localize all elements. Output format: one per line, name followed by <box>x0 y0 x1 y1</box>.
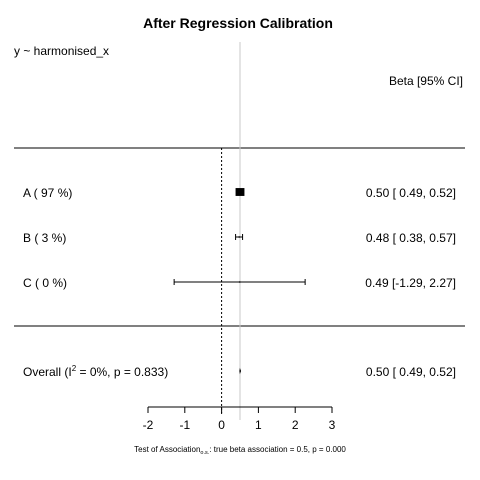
footnote: Test of Associationo.s.: true beta assoc… <box>134 445 346 456</box>
x-tick-label: -2 <box>143 418 154 432</box>
study-rows: A ( 97 %) 0.50 [ 0.49, 0.52] B ( 3 %) 0.48 … <box>23 186 456 290</box>
x-tick-label: -1 <box>179 418 190 432</box>
overall-row: Overall (I2 = 0%, p = 0.833) 0.50 [ 0.49… <box>23 364 456 379</box>
overall-label-superscript: 2 <box>72 364 77 373</box>
study-label: A ( 97 %) <box>23 186 72 200</box>
x-tick-label: 3 <box>329 418 336 432</box>
footnote-subscript: o.s. <box>200 450 209 456</box>
x-axis: -2 -1 0 1 2 3 <box>143 406 336 432</box>
point-estimate-marker <box>235 188 245 196</box>
overall-label-prefix: Overall (I <box>23 365 72 379</box>
chart-title: After Regression Calibration <box>143 15 333 31</box>
study-row: C ( 0 %) 0.49 [-1.29, 2.27] <box>23 276 456 290</box>
footnote-suffix: : true beta association = 0.5, p = 0.000 <box>209 445 346 454</box>
overall-ci-text: 0.50 [ 0.49, 0.52] <box>366 365 456 379</box>
study-row: A ( 97 %) 0.50 [ 0.49, 0.52] <box>23 186 456 200</box>
x-tick-label: 1 <box>255 418 262 432</box>
study-ci-text: 0.50 [ 0.49, 0.52] <box>366 186 456 200</box>
footnote-prefix: Test of Association <box>134 445 200 454</box>
overall-label-suffix: = 0%, p = 0.833) <box>76 365 168 379</box>
study-label: B ( 3 %) <box>23 231 66 245</box>
point-estimate-marker <box>238 281 241 283</box>
overall-diamond <box>239 367 242 375</box>
x-tick-label: 2 <box>292 418 299 432</box>
estimate-column-header: Beta [95% CI] <box>389 74 463 88</box>
model-label: y ~ harmonised_x <box>14 44 109 58</box>
x-tick-label: 0 <box>218 418 225 432</box>
study-ci-text: 0.49 [-1.29, 2.27] <box>365 276 456 290</box>
point-estimate-marker <box>238 236 241 238</box>
study-row: B ( 3 %) 0.48 [ 0.38, 0.57] <box>23 231 456 245</box>
overall-label: Overall (I2 = 0%, p = 0.833) <box>23 364 168 379</box>
study-label: C ( 0 %) <box>23 276 67 290</box>
study-ci-text: 0.48 [ 0.38, 0.57] <box>366 231 456 245</box>
